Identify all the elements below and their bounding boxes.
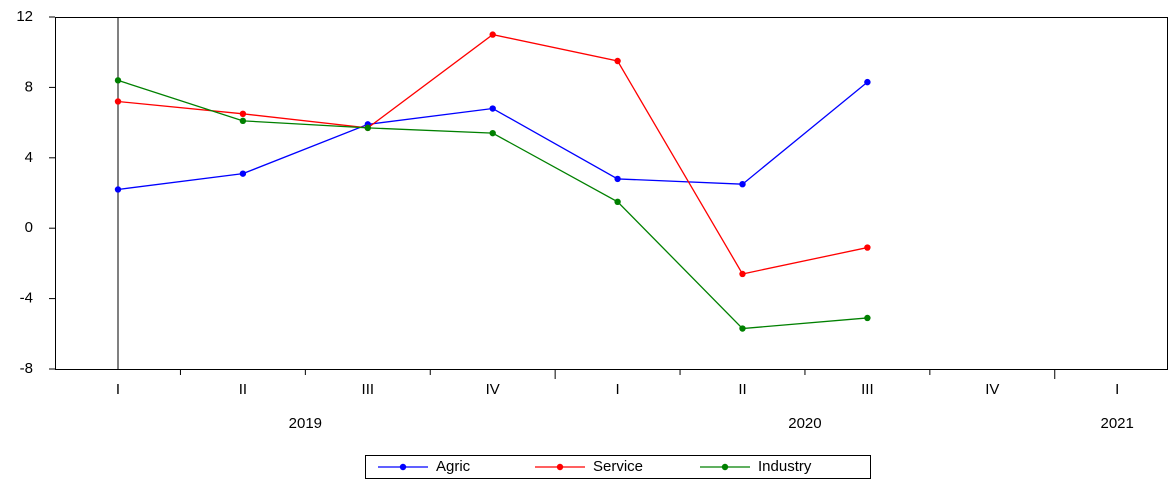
data-point xyxy=(489,105,496,112)
x-tick-label: III xyxy=(861,381,874,398)
data-point xyxy=(864,314,871,322)
plot-frame xyxy=(55,17,1168,370)
x-tick-label: II xyxy=(239,381,247,398)
y-tick-label: -8 xyxy=(20,360,33,377)
x-tick-label: III xyxy=(362,381,375,398)
y-tick-label: 8 xyxy=(25,78,33,95)
legend-label: Service xyxy=(593,458,643,475)
series-line xyxy=(117,33,868,275)
legend-marker xyxy=(556,463,564,471)
series-line xyxy=(117,79,868,330)
data-point xyxy=(364,124,371,132)
x-tick-label: IV xyxy=(486,381,500,398)
data-point xyxy=(864,78,871,86)
year-label: 2021 xyxy=(1101,415,1134,432)
data-point xyxy=(489,31,496,38)
data-point xyxy=(114,77,122,84)
y-tick-label: -4 xyxy=(20,290,33,307)
legend-marker xyxy=(721,463,729,471)
legend-label: Agric xyxy=(436,458,471,475)
data-point xyxy=(614,198,621,205)
data-point xyxy=(739,270,746,278)
y-tick-label: 0 xyxy=(25,219,33,236)
x-tick-label: I xyxy=(1115,381,1119,398)
data-point xyxy=(614,175,621,183)
y-tick-label: 12 xyxy=(16,8,33,25)
data-point xyxy=(239,110,247,118)
x-tick-label: IV xyxy=(985,381,999,398)
y-tick-label: 4 xyxy=(25,149,33,166)
data-point xyxy=(114,98,122,105)
data-point xyxy=(614,57,621,65)
x-tick-label: I xyxy=(616,381,620,398)
data-point xyxy=(114,186,122,193)
data-point xyxy=(239,117,247,125)
data-point xyxy=(739,181,746,188)
year-label: 2020 xyxy=(788,415,821,432)
legend-label: Industry xyxy=(758,458,812,475)
data-point xyxy=(239,170,247,177)
data-point xyxy=(864,244,871,251)
x-tick-label: I xyxy=(116,381,120,398)
data-point xyxy=(739,325,746,332)
year-label: 2019 xyxy=(289,415,322,432)
x-tick-label: II xyxy=(738,381,746,398)
data-point xyxy=(489,129,496,137)
legend-marker xyxy=(399,463,407,471)
